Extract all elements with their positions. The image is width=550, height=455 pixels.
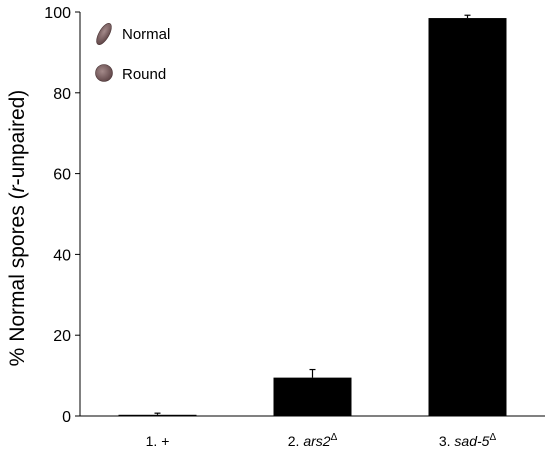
y-axis-ticks: 0 20 40 60 80 100: [44, 5, 80, 426]
round-spore-icon: [95, 64, 113, 82]
category-label: 2. ars2Δ: [288, 432, 338, 449]
category-labels: 1. + 2. ars2Δ 3. sad-5Δ: [146, 432, 497, 449]
elongated-spore-icon: [96, 23, 112, 45]
y-tick-label: 0: [62, 409, 71, 426]
y-tick-label: 80: [53, 86, 71, 103]
y-tick-label: 40: [53, 247, 71, 264]
bar: [118, 414, 197, 416]
bar: [273, 377, 352, 416]
y-tick-label: 100: [44, 5, 71, 22]
category-label: 3. sad-5Δ: [439, 432, 497, 449]
y-tick-label: 20: [53, 328, 71, 345]
legend-item-round: Round: [95, 64, 166, 83]
y-tick-label: 60: [53, 167, 71, 184]
category-label: 1. +: [146, 433, 170, 449]
bars: [118, 14, 507, 417]
y-axis-title: % Normal spores (r-unpaired): [6, 90, 29, 367]
legend-label-normal: Normal: [122, 26, 170, 43]
bar: [428, 18, 507, 417]
legend-label-round: Round: [122, 66, 166, 83]
legend: Normal Round: [95, 23, 170, 83]
legend-item-normal: Normal: [96, 23, 170, 45]
